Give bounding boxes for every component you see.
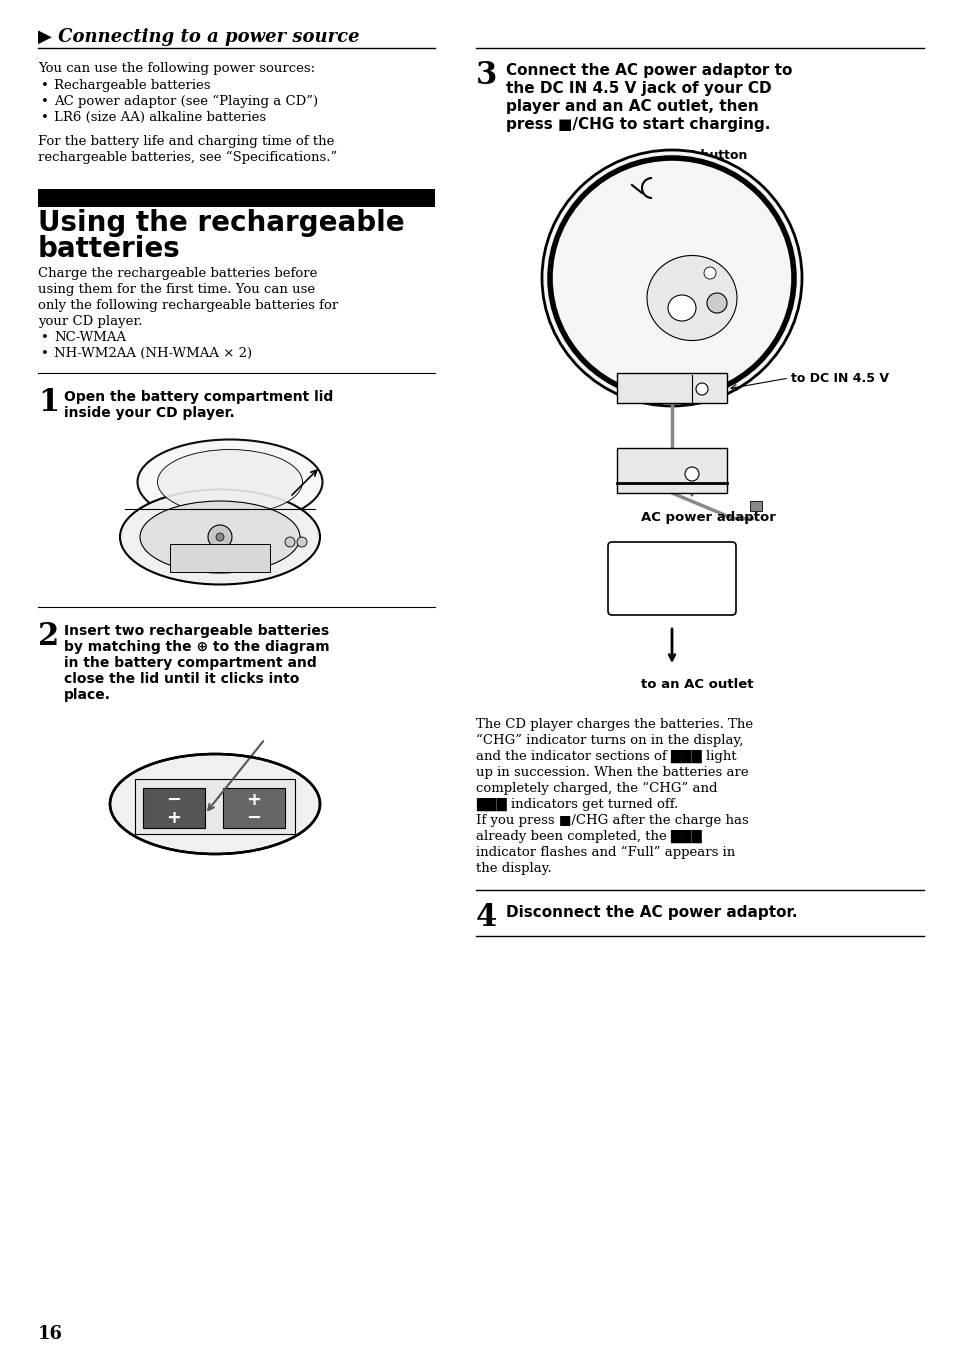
Bar bbox=[223, 788, 285, 828]
Ellipse shape bbox=[541, 151, 801, 406]
Bar bbox=[135, 779, 294, 835]
Text: only the following rechargeable batteries for: only the following rechargeable batterie… bbox=[38, 299, 338, 312]
Text: and the indicator sections of ███ light: and the indicator sections of ███ light bbox=[476, 750, 736, 763]
Text: Charge the rechargeable batteries before: Charge the rechargeable batteries before bbox=[38, 267, 317, 280]
Circle shape bbox=[696, 383, 707, 395]
Ellipse shape bbox=[110, 754, 319, 854]
Text: your CD player.: your CD player. bbox=[38, 315, 142, 328]
Text: rechargeable batteries, see “Specifications.”: rechargeable batteries, see “Specificati… bbox=[38, 151, 337, 164]
Text: the DC IN 4.5 V jack of your CD: the DC IN 4.5 V jack of your CD bbox=[505, 81, 771, 96]
Circle shape bbox=[703, 267, 716, 280]
Ellipse shape bbox=[120, 490, 319, 585]
Text: ◁▷: ◁▷ bbox=[645, 470, 658, 479]
Text: ███ indicators get turned off.: ███ indicators get turned off. bbox=[476, 798, 678, 811]
Text: LR6 (size AA) alkaline batteries: LR6 (size AA) alkaline batteries bbox=[54, 111, 266, 123]
Text: −: − bbox=[166, 791, 181, 809]
Text: NC-WMAA: NC-WMAA bbox=[54, 331, 126, 345]
Text: •: • bbox=[41, 111, 49, 123]
Bar bbox=[617, 448, 726, 493]
Text: The CD player charges the batteries. The: The CD player charges the batteries. The bbox=[476, 718, 752, 731]
Text: 1: 1 bbox=[38, 387, 59, 418]
Text: You can use the following power sources:: You can use the following power sources: bbox=[38, 62, 314, 75]
Text: ▶ Connecting to a power source: ▶ Connecting to a power source bbox=[38, 28, 359, 46]
Text: •: • bbox=[41, 79, 49, 92]
Ellipse shape bbox=[646, 255, 737, 341]
Text: NH-WM2AA (NH-WMAA × 2): NH-WM2AA (NH-WMAA × 2) bbox=[54, 347, 252, 360]
Text: 3: 3 bbox=[476, 60, 497, 91]
Circle shape bbox=[296, 537, 307, 547]
Text: +: + bbox=[167, 809, 181, 826]
Bar bbox=[38, 189, 435, 208]
Circle shape bbox=[706, 293, 726, 313]
Text: •: • bbox=[41, 95, 49, 109]
Text: up in succession. When the batteries are: up in succession. When the batteries are bbox=[476, 765, 748, 779]
Text: 2: 2 bbox=[38, 622, 59, 651]
Bar bbox=[749, 501, 761, 512]
Text: ◁▷: ◁▷ bbox=[639, 384, 653, 394]
Circle shape bbox=[215, 533, 224, 541]
Text: 16: 16 bbox=[38, 1324, 63, 1343]
Text: Disconnect the AC power adaptor.: Disconnect the AC power adaptor. bbox=[505, 905, 797, 920]
Circle shape bbox=[684, 467, 699, 480]
Text: AC power adaptor: AC power adaptor bbox=[640, 512, 775, 524]
Ellipse shape bbox=[137, 440, 322, 525]
Text: by matching the ⊕ to the diagram: by matching the ⊕ to the diagram bbox=[64, 641, 330, 654]
Text: AC power adaptor (see “Playing a CD”): AC power adaptor (see “Playing a CD”) bbox=[54, 95, 317, 109]
Text: +: + bbox=[246, 791, 261, 809]
Text: −: − bbox=[246, 809, 261, 826]
Text: close the lid until it clicks into: close the lid until it clicks into bbox=[64, 672, 299, 687]
Circle shape bbox=[208, 525, 232, 550]
Text: Rechargeable batteries: Rechargeable batteries bbox=[54, 79, 211, 92]
Text: to an AC outlet: to an AC outlet bbox=[640, 678, 753, 691]
Bar bbox=[617, 373, 726, 403]
Text: ■/CHG button: ■/CHG button bbox=[649, 148, 746, 161]
Circle shape bbox=[285, 537, 294, 547]
Text: using them for the first time. You can use: using them for the first time. You can u… bbox=[38, 284, 314, 296]
Ellipse shape bbox=[140, 501, 299, 573]
Text: “CHG” indicator turns on in the display,: “CHG” indicator turns on in the display, bbox=[476, 734, 742, 748]
Text: in the battery compartment and: in the battery compartment and bbox=[64, 655, 316, 670]
Text: Connect the AC power adaptor to: Connect the AC power adaptor to bbox=[505, 62, 792, 77]
Text: Open the battery compartment lid: Open the battery compartment lid bbox=[64, 389, 333, 404]
Text: 4: 4 bbox=[476, 902, 497, 934]
Text: If you press ■/CHG after the charge has: If you press ■/CHG after the charge has bbox=[476, 814, 748, 826]
Ellipse shape bbox=[157, 449, 302, 514]
Text: Using the rechargeable: Using the rechargeable bbox=[38, 209, 404, 237]
Text: completely charged, the “CHG” and: completely charged, the “CHG” and bbox=[476, 782, 717, 795]
Text: inside your CD player.: inside your CD player. bbox=[64, 406, 234, 421]
Text: the display.: the display. bbox=[476, 862, 551, 875]
Text: •: • bbox=[41, 331, 49, 345]
Text: Insert two rechargeable batteries: Insert two rechargeable batteries bbox=[64, 624, 329, 638]
Text: press ■/CHG to start charging.: press ■/CHG to start charging. bbox=[505, 117, 770, 132]
Ellipse shape bbox=[667, 294, 696, 322]
Bar bbox=[143, 788, 205, 828]
Text: For the battery life and charging time of the: For the battery life and charging time o… bbox=[38, 134, 334, 148]
FancyBboxPatch shape bbox=[607, 541, 735, 615]
Text: place.: place. bbox=[64, 688, 111, 702]
Text: indicator flashes and “Full” appears in: indicator flashes and “Full” appears in bbox=[476, 845, 735, 859]
Text: player and an AC outlet, then: player and an AC outlet, then bbox=[505, 99, 758, 114]
Text: batteries: batteries bbox=[38, 235, 180, 263]
Text: to DC IN 4.5 V: to DC IN 4.5 V bbox=[790, 372, 888, 384]
Bar bbox=[170, 544, 270, 573]
Text: •: • bbox=[41, 347, 49, 360]
Text: already been completed, the ███: already been completed, the ███ bbox=[476, 830, 701, 843]
